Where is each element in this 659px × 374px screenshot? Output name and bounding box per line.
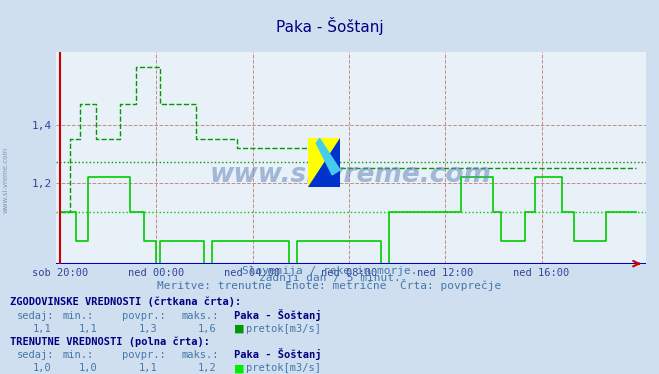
Text: zadnji dan / 5 minut.: zadnji dan / 5 minut. (258, 273, 401, 283)
Polygon shape (308, 138, 340, 187)
Text: www.si-vreme.com: www.si-vreme.com (210, 162, 492, 188)
Text: Paka - Šoštanj: Paka - Šoštanj (234, 348, 322, 360)
Text: Paka - Šoštanj: Paka - Šoštanj (275, 17, 384, 35)
Text: 1,0: 1,0 (33, 364, 51, 373)
Text: maks.:: maks.: (181, 311, 219, 321)
Polygon shape (308, 138, 340, 187)
Text: povpr.:: povpr.: (122, 311, 165, 321)
Text: 1,1: 1,1 (138, 364, 157, 373)
Text: min.:: min.: (63, 311, 94, 321)
Text: 1,1: 1,1 (79, 324, 98, 334)
Text: sedaj:: sedaj: (16, 311, 54, 321)
Text: povpr.:: povpr.: (122, 350, 165, 360)
Text: Paka - Šoštanj: Paka - Šoštanj (234, 309, 322, 321)
Text: www.si-vreme.com: www.si-vreme.com (2, 147, 9, 212)
Text: TRENUTNE VREDNOSTI (polna črta):: TRENUTNE VREDNOSTI (polna črta): (10, 336, 210, 347)
Text: pretok[m3/s]: pretok[m3/s] (246, 324, 321, 334)
Text: 1,0: 1,0 (79, 364, 98, 373)
Text: 1,3: 1,3 (138, 324, 157, 334)
Text: Meritve: trenutne  Enote: metrične  Črta: povprečje: Meritve: trenutne Enote: metrične Črta: … (158, 279, 501, 291)
Text: min.:: min.: (63, 350, 94, 360)
Polygon shape (316, 138, 340, 175)
Text: pretok[m3/s]: pretok[m3/s] (246, 364, 321, 373)
Text: sedaj:: sedaj: (16, 350, 54, 360)
Text: Slovenija / reke in morje.: Slovenija / reke in morje. (242, 266, 417, 276)
Text: 1,6: 1,6 (198, 324, 216, 334)
Text: ■: ■ (234, 364, 244, 373)
Text: 1,1: 1,1 (33, 324, 51, 334)
Text: maks.:: maks.: (181, 350, 219, 360)
Text: ■: ■ (234, 324, 244, 334)
Text: 1,2: 1,2 (198, 364, 216, 373)
Text: ZGODOVINSKE VREDNOSTI (črtkana črta):: ZGODOVINSKE VREDNOSTI (črtkana črta): (10, 296, 241, 307)
